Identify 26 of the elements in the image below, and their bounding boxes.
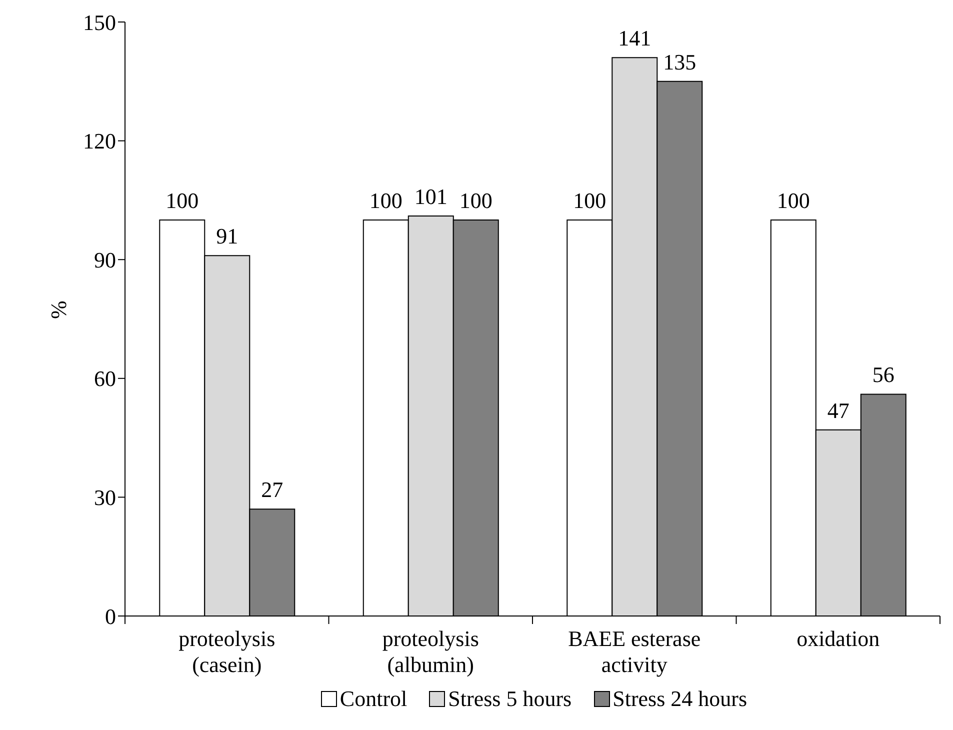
y-tick-label: 30 — [94, 485, 116, 510]
y-tick-label: 60 — [94, 366, 116, 392]
y-tick-label: 150 — [83, 10, 116, 35]
data-label: 101 — [414, 184, 448, 210]
x-tick-label: oxidation — [796, 626, 880, 651]
data-label: 56 — [872, 362, 894, 388]
x-tick-label: proteolysis (albumin) — [382, 626, 479, 677]
data-label: 135 — [663, 49, 696, 74]
data-label: 100 — [573, 188, 606, 213]
y-tick-label: 120 — [83, 128, 116, 154]
data-label: 100 — [369, 188, 402, 213]
y-axis-title: % — [46, 300, 71, 319]
data-label: 47 — [827, 398, 850, 423]
data-label: 100 — [166, 188, 199, 213]
data-label: 141 — [618, 26, 652, 51]
legend-label: Stress 24 hours — [612, 686, 748, 712]
data-label: 91 — [216, 224, 238, 249]
data-label: 27 — [261, 477, 284, 502]
x-tick-label: proteolysis (casein) — [178, 626, 276, 677]
legend-label: Control — [338, 686, 408, 712]
y-tick-label: 90 — [94, 247, 116, 272]
data-label: 100 — [776, 188, 810, 213]
x-tick-label: BAEE esterase activity — [568, 626, 701, 677]
legend-label: Stress 5 hours — [447, 686, 572, 712]
y-tick-label: 0 — [105, 604, 116, 629]
data-label: 100 — [459, 188, 492, 213]
